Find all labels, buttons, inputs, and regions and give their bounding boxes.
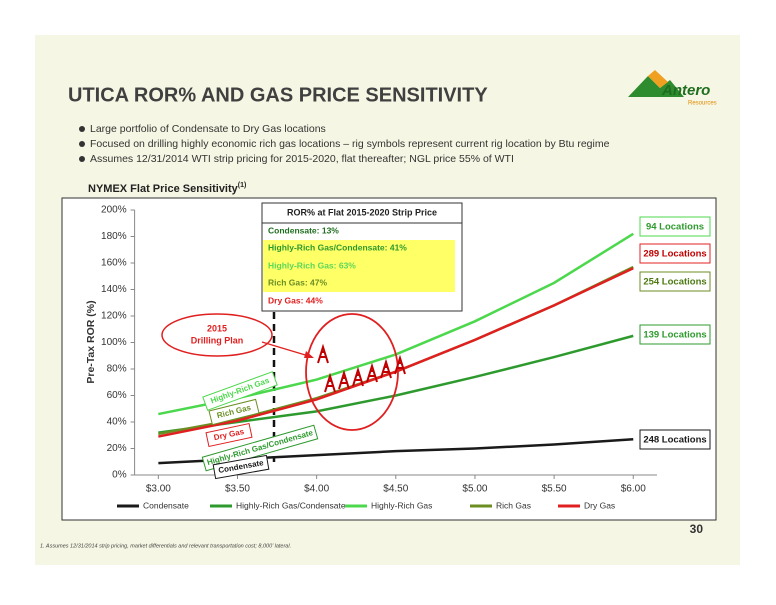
location-label: 139 Locations [643,330,706,341]
y-axis-label: Pre-Tax ROR (%) [85,300,97,383]
rig-icon [352,366,364,387]
curve-label-box [208,398,260,426]
x-tick-label: $4.00 [304,484,329,495]
drilling-plan-ellipse [161,313,273,357]
y-tick-label: 180% [101,231,127,242]
legend-label: Dry Gas [584,500,615,510]
location-label: 248 Locations [643,435,706,446]
series-line [158,334,634,434]
location-box [639,429,711,450]
bullet-dot [79,126,85,132]
ror-box: ROR% at Flat 2015-2020 Strip Price Conde… [261,202,463,312]
y-tick-label: 200% [101,205,127,216]
y-tick-label: 160% [101,258,127,269]
legend-label: Highly-Rich Gas [371,500,432,510]
ror-item: Rich Gas: 47% [268,277,327,287]
y-tick-label: 80% [107,364,127,375]
ror-highlight [263,240,455,292]
legend-label: Highly-Rich Gas/Condensate [236,500,346,510]
curve-label-box [205,422,253,448]
x-tick-label: $5.00 [462,484,487,495]
ror-item: Dry Gas: 44% [268,295,323,305]
drilling-plan: 2015 Drilling Plan [161,313,399,431]
drilling-plan-text: 2015 [207,323,227,333]
rig-icon [394,354,406,375]
location-box [639,216,711,237]
ror-item: Highly-Rich Gas: 63% [268,260,356,270]
location-label: 94 Locations [646,222,704,233]
curve-label-box [202,371,278,411]
x-tick-label: $4.50 [383,484,408,495]
y-tick-label: 100% [101,337,127,348]
logo-sub: Resources [688,101,717,107]
logo-mountain [628,76,684,97]
location-box [639,243,711,264]
ror-box-title: ROR% at Flat 2015-2020 Strip Price [287,207,437,217]
slide-title: UTICA ROR% AND GAS PRICE SENSITIVITY [68,84,488,106]
logo-sun [648,70,668,88]
drilling-plan-text: Drilling Plan [191,335,244,345]
rig-icon [366,362,378,383]
legend-label: Condensate [143,500,189,510]
location-box [639,324,711,345]
y-tick-label: 20% [107,443,127,454]
y-tick-label: 0% [112,470,127,481]
ror-item: Condensate: 13% [268,225,339,235]
rig-icon [324,372,336,393]
chart-heading: NYMEX Flat Price Sensitivity(1) [88,182,246,195]
curve-label-box [212,454,270,480]
x-tick-label: $3.00 [146,484,171,495]
location-box [639,271,711,292]
bullet: Assumes 12/31/2014 WTI strip pricing for… [90,153,514,165]
arrow-head [304,351,314,358]
rig-icon [317,343,329,364]
bullet-dot [79,141,85,147]
y-tick-label: 40% [107,417,127,428]
rig-icon [338,369,350,390]
logo: Antero Resources [628,70,717,107]
curve-label-box [201,424,319,472]
bullet: Focused on drilling highly economic rich… [90,138,610,150]
footnote: 1. Assumes 12/31/2014 strip pricing, mar… [40,543,291,549]
location-label: 254 Locations [643,277,706,288]
y-tick-label: 60% [107,390,127,401]
x-tick-label: $6.00 [621,484,646,495]
rigs [317,343,406,393]
bullets: Large portfolio of Condensate to Dry Gas… [79,123,610,165]
rig-circle [305,313,399,431]
x-tick-label: $3.50 [225,484,250,495]
legend-label: Rich Gas [496,500,531,510]
page-number: 30 [690,522,704,536]
ror-item: Highly-Rich Gas/Condensate: 41% [268,242,407,252]
location-labels: 94 Locations 289 Locations 254 Locations… [639,216,711,450]
chart-heading-sup: (1) [238,182,247,189]
legend: Condensate Highly-Rich Gas/Condensate High… [117,500,615,510]
bullet-dot [79,156,85,162]
y-tick-label: 120% [101,311,127,322]
bullet: Large portfolio of Condensate to Dry Gas… [90,123,326,135]
x-tick-label: $5.50 [542,484,567,495]
location-label: 289 Locations [643,249,706,260]
chart-heading-text: NYMEX Flat Price Sensitivity [88,183,239,195]
logo-name: Antero [661,82,710,99]
rig-icon [380,358,392,379]
drilling-plan-arrow [261,341,313,358]
ror-box-header [261,202,463,224]
y-tick-label: 140% [101,284,127,295]
